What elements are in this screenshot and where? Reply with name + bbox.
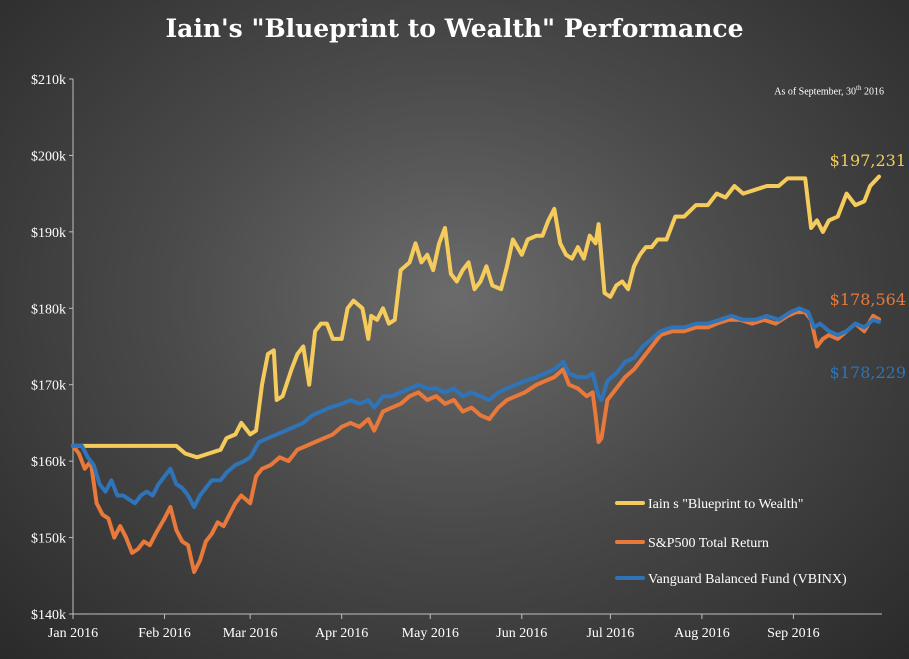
x-tick-label: Aug 2016 — [674, 626, 730, 641]
series-line-1 — [71, 310, 881, 574]
y-tick-label: $190k — [31, 226, 66, 241]
end-value-label-2: $178,229 — [830, 363, 906, 382]
x-tick-label: Jun 2016 — [496, 626, 547, 641]
x-tick-label: Apr 2016 — [315, 626, 368, 641]
legend-label-0: Iain s "Blueprint to Wealth" — [648, 497, 803, 512]
x-tick-label: May 2016 — [402, 626, 459, 641]
y-tick-label: $140k — [31, 608, 66, 623]
y-tick-label: $160k — [31, 455, 66, 470]
as-of-date: As of September, 30th 2016 — [774, 84, 884, 97]
end-value-label-1: $178,564 — [830, 290, 906, 309]
x-tick-label: Mar 2016 — [223, 626, 278, 641]
as-of-sup: th — [856, 84, 862, 92]
series-line-0 — [71, 174, 881, 460]
x-tick-label: Jul 2016 — [586, 626, 634, 641]
x-tick-label: Sep 2016 — [767, 626, 820, 641]
series-line-2 — [71, 306, 881, 509]
y-tick-label: $180k — [31, 302, 66, 317]
end-value-label-0: $197,231 — [830, 151, 906, 170]
x-tick-label: Jan 2016 — [48, 626, 98, 641]
y-tick-label: $210k — [31, 73, 66, 88]
chart-title: Iain's "Blueprint to Wealth" Performance — [165, 14, 744, 43]
x-tick-label: Feb 2016 — [138, 626, 191, 641]
y-tick-label: $170k — [31, 379, 66, 394]
legend-label-1: S&P500 Total Return — [648, 536, 769, 551]
as-of-prefix: As of September, 30 — [774, 86, 857, 98]
legend-label-2: Vanguard Balanced Fund (VBINX) — [648, 572, 847, 587]
as-of-suffix: 2016 — [861, 86, 884, 98]
y-tick-label: $150k — [31, 532, 66, 547]
y-tick-label: $200k — [31, 149, 66, 164]
